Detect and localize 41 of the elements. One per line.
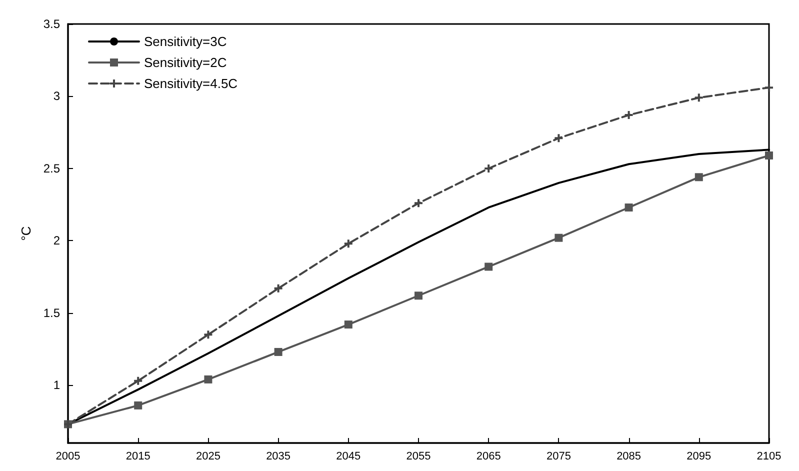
point <box>414 199 422 208</box>
point <box>344 320 352 329</box>
legend-label: Sensitivity=4.5C <box>144 76 238 91</box>
point <box>694 94 703 102</box>
x-tick-label: 2025 <box>196 450 220 462</box>
point <box>134 401 142 410</box>
point <box>274 348 282 356</box>
point <box>204 375 212 384</box>
y-tick-label: 2.5 <box>43 161 60 176</box>
y-tick-label: 2 <box>53 234 60 248</box>
legend-label: Sensitivity=3C <box>144 34 227 49</box>
legend-label: Sensitivity=2C <box>144 55 227 70</box>
x-tick-label: 2095 <box>686 450 712 462</box>
x-tick-label: 2105 <box>756 450 782 462</box>
point <box>344 240 352 248</box>
x-tick-label: 2085 <box>616 450 642 462</box>
y-tick-label: 1 <box>53 378 60 392</box>
point <box>484 262 493 271</box>
y-tick-label: 3 <box>53 89 60 104</box>
point <box>694 173 703 182</box>
point <box>624 111 633 120</box>
x-tick-label: 2005 <box>56 450 80 462</box>
y-axis-title: °C <box>18 226 34 241</box>
y-tick-label: 3.5 <box>43 17 60 31</box>
point <box>204 330 212 339</box>
x-tick-label: 2065 <box>476 450 501 462</box>
x-tick-label: 2075 <box>546 450 571 462</box>
x-tick-label: 2035 <box>266 450 291 462</box>
point <box>274 284 282 292</box>
x-tick-label: 2015 <box>126 450 150 462</box>
y-tick-label: 1.5 <box>43 306 60 320</box>
point <box>554 134 563 142</box>
point <box>624 203 633 212</box>
x-tick-label: 2045 <box>336 450 361 462</box>
point <box>134 376 142 385</box>
point <box>765 151 773 160</box>
point <box>554 234 563 242</box>
x-tick-label: 2055 <box>406 450 431 462</box>
point <box>414 292 422 300</box>
point <box>484 164 493 172</box>
point <box>765 84 773 92</box>
